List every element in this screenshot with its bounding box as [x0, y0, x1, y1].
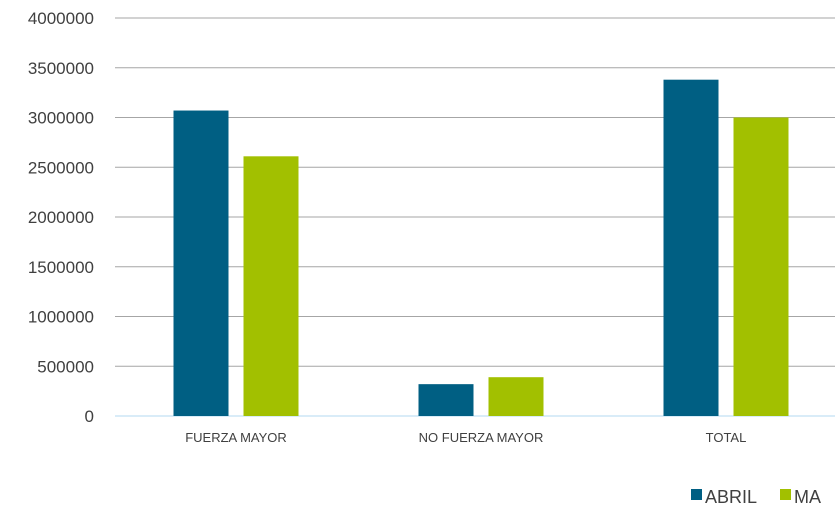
bar-abril-1	[418, 384, 474, 416]
y-tick-label: 1000000	[28, 308, 94, 327]
y-axis-ticks: 0 500000 1000000 1500000 2000000 2500000 30000…	[28, 9, 94, 426]
y-tick-label: 1500000	[28, 258, 94, 277]
x-axis-ticks: FUERZA MAYOR NO FUERZA MAYOR TOTAL	[185, 430, 746, 445]
x-tick-label: NO FUERZA MAYOR	[419, 430, 544, 445]
bar-mayo-2	[733, 117, 789, 416]
legend-label-mayo: MA	[794, 487, 821, 505]
legend-label-abril: ABRIL	[705, 487, 757, 505]
y-tick-label: 2000000	[28, 208, 94, 227]
x-tick-label: FUERZA MAYOR	[185, 430, 287, 445]
bar-mayo-1	[488, 377, 544, 416]
bar-abril-0	[173, 110, 229, 416]
y-tick-label: 3500000	[28, 59, 94, 78]
bar-mayo-0	[243, 156, 299, 416]
gridlines	[115, 17, 835, 417]
y-tick-label: 4000000	[28, 9, 94, 28]
bars	[173, 79, 789, 416]
bar-abril-2	[663, 79, 719, 416]
legend-swatch-mayo	[780, 489, 791, 500]
legend-swatch-abril	[691, 489, 702, 500]
y-tick-label: 0	[85, 407, 94, 426]
y-tick-label: 500000	[37, 357, 94, 376]
x-tick-label: TOTAL	[706, 430, 747, 445]
y-tick-label: 2500000	[28, 158, 94, 177]
y-tick-label: 3000000	[28, 109, 94, 128]
legend: ABRIL MA	[691, 487, 821, 505]
